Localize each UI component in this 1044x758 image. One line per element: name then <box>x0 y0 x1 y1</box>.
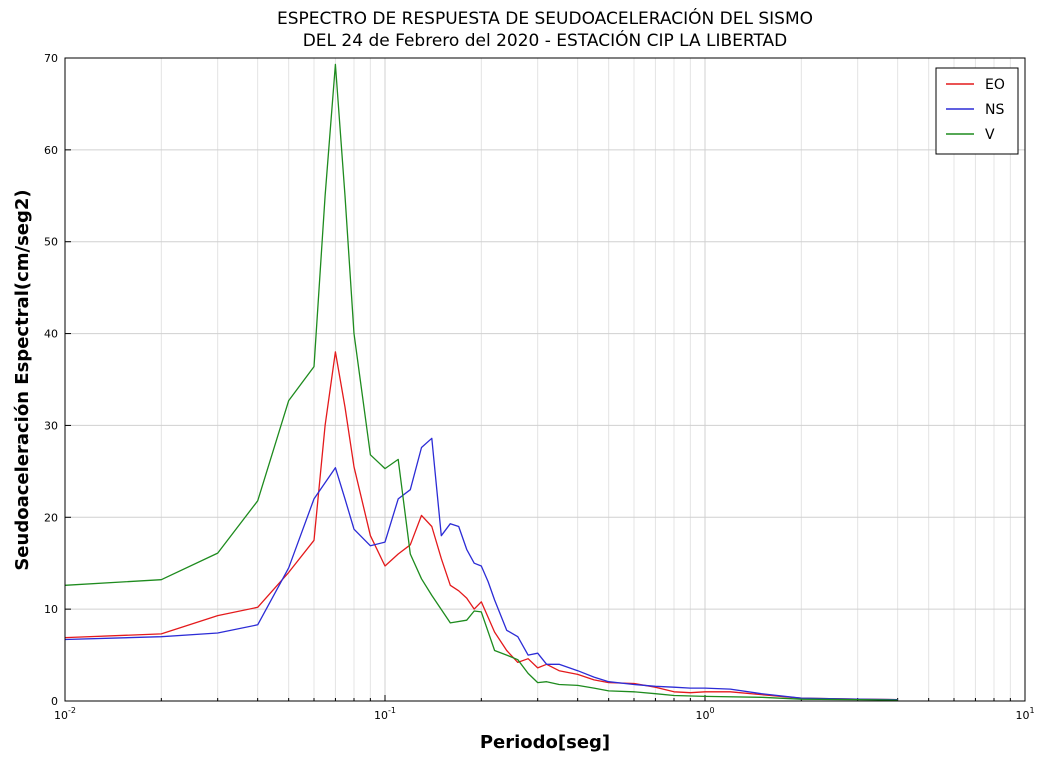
plot-frame <box>64 57 1026 702</box>
y-tick-label: 70 <box>44 52 58 65</box>
y-tick-label: 60 <box>44 144 58 157</box>
x-tick-label: 100 <box>695 706 714 722</box>
chart-title-line1: ESPECTRO DE RESPUESTA DE SEUDOACELERACIÓ… <box>277 7 813 29</box>
y-tick-label: 20 <box>44 511 58 524</box>
y-tick-label: 30 <box>44 419 58 432</box>
legend-box <box>935 67 1019 155</box>
y-axis-label: Seudoaceleración Espectral(cm/seg2) <box>12 189 33 570</box>
legend: EO NS V <box>935 67 1019 155</box>
series-line-eo <box>64 351 898 701</box>
chart-title-line2: DEL 24 de Febrero del 2020 - ESTACIÓN CI… <box>303 29 788 51</box>
axis-ticks: 0 10 20 30 40 50 60 70 10-2 10-1 100 101 <box>44 52 1035 722</box>
x-tick-label: 101 <box>1015 706 1034 722</box>
y-tick-label: 40 <box>44 328 58 341</box>
y-tick-label: 10 <box>44 603 58 616</box>
grid <box>64 57 1025 702</box>
y-tick-label: 0 <box>51 695 58 708</box>
series-lines <box>64 63 898 701</box>
series-line-ns <box>64 437 898 701</box>
series-line-v <box>64 63 898 701</box>
legend-label-ns: NS <box>985 102 1004 118</box>
x-axis-label: Periodo[seg] <box>480 732 610 753</box>
x-tick-label: 10-1 <box>374 706 396 722</box>
legend-label-eo: EO <box>985 77 1005 93</box>
legend-label-v: V <box>985 127 995 143</box>
y-tick-label: 50 <box>44 236 58 249</box>
x-tick-label: 10-2 <box>54 706 76 722</box>
